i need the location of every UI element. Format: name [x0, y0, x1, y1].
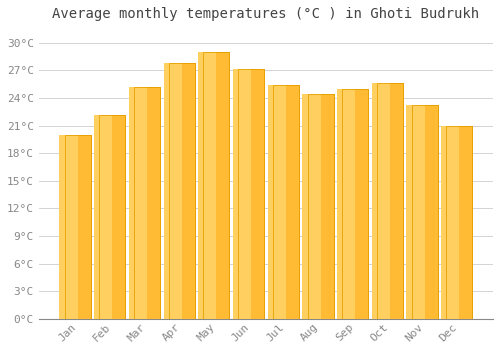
Bar	[164, 63, 182, 319]
Bar	[412, 105, 438, 319]
Bar	[204, 52, 230, 319]
Bar	[302, 94, 320, 319]
Bar	[446, 126, 472, 319]
Bar	[308, 94, 334, 319]
Bar	[134, 87, 160, 319]
Bar	[233, 69, 251, 319]
Bar	[273, 85, 299, 319]
Bar	[342, 89, 368, 319]
Bar	[100, 115, 126, 319]
Bar	[446, 126, 472, 319]
Bar	[204, 52, 230, 319]
Bar	[377, 83, 403, 319]
Title: Average monthly temperatures (°C ) in Ghoti Budrukh: Average monthly temperatures (°C ) in Gh…	[52, 7, 480, 21]
Bar	[64, 135, 90, 319]
Bar	[273, 85, 299, 319]
Bar	[372, 83, 390, 319]
Bar	[337, 89, 355, 319]
Bar	[412, 105, 438, 319]
Bar	[238, 69, 264, 319]
Bar	[406, 105, 424, 319]
Bar	[94, 115, 112, 319]
Bar	[377, 83, 403, 319]
Bar	[441, 126, 460, 319]
Bar	[134, 87, 160, 319]
Bar	[100, 115, 126, 319]
Bar	[60, 135, 78, 319]
Bar	[64, 135, 90, 319]
Bar	[129, 87, 147, 319]
Bar	[238, 69, 264, 319]
Bar	[342, 89, 368, 319]
Bar	[268, 85, 286, 319]
Bar	[169, 63, 195, 319]
Bar	[198, 52, 216, 319]
Bar	[169, 63, 195, 319]
Bar	[308, 94, 334, 319]
